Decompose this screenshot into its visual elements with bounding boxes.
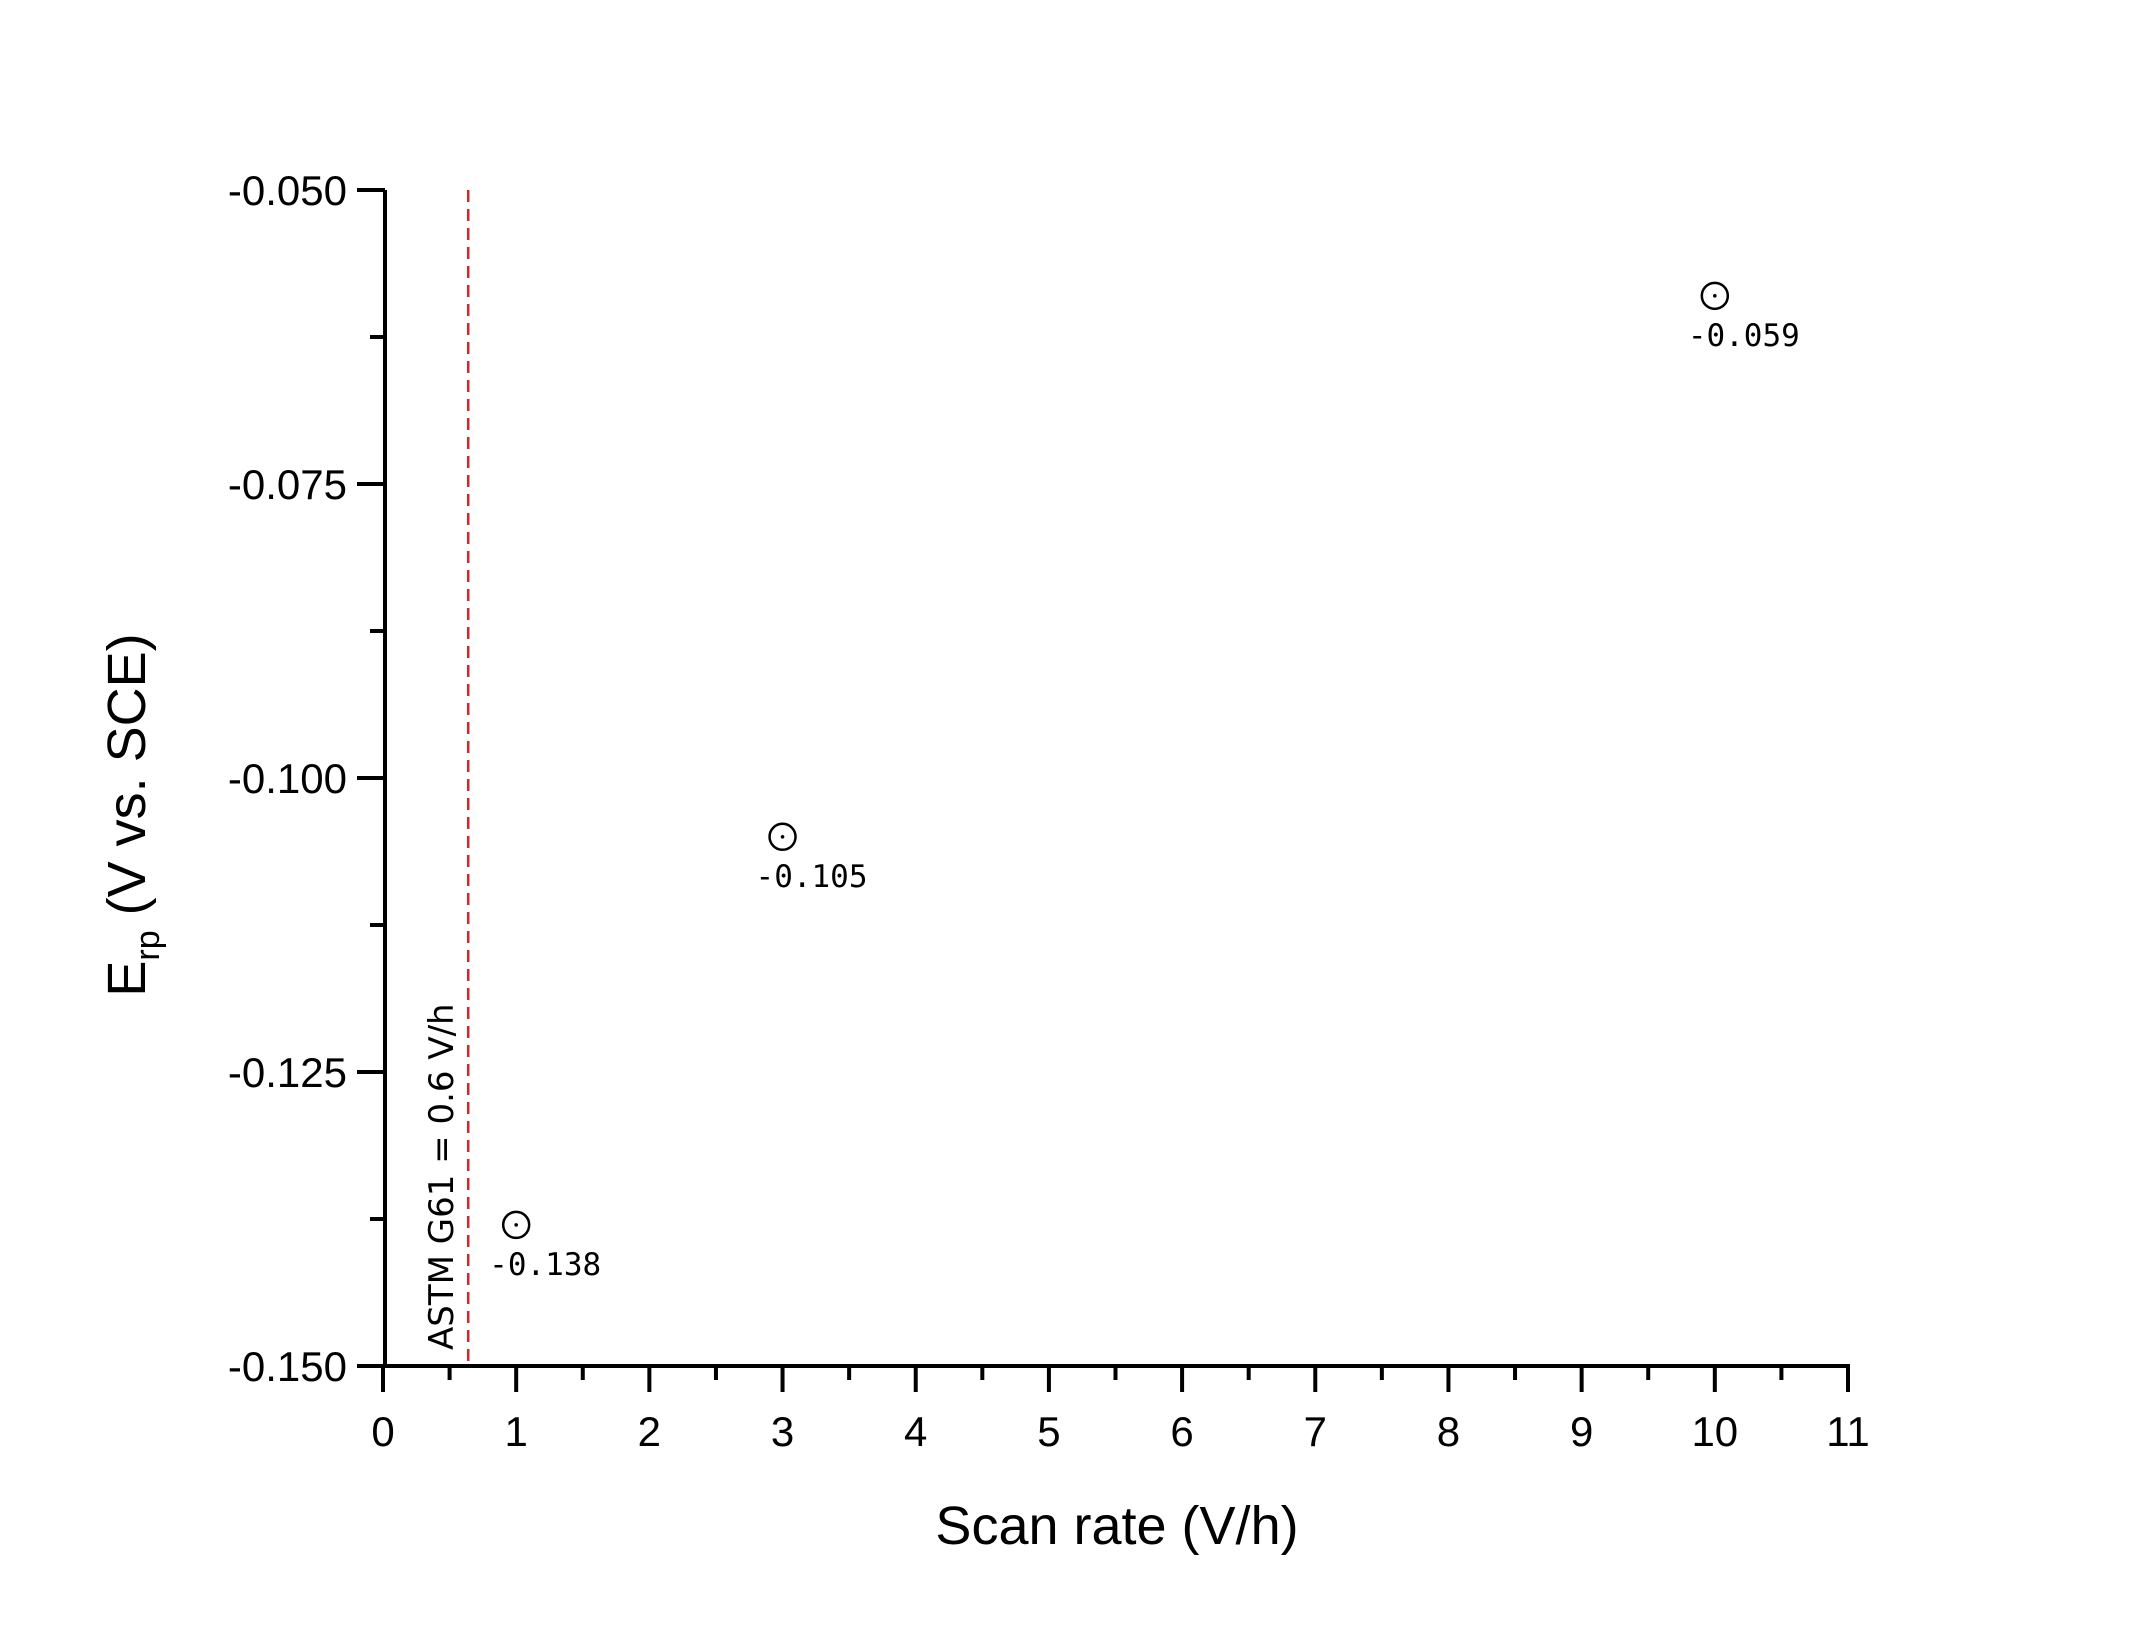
data-point-label: -0.059 <box>1688 318 1800 354</box>
marker-center-dot <box>514 1223 518 1227</box>
y-tick-label: -0.100 <box>228 755 347 802</box>
x-tick-label: 5 <box>1037 1408 1060 1455</box>
data-point: -0.138 <box>489 1210 601 1283</box>
y-axis-title-main: E <box>97 961 157 997</box>
circle-marker-icon <box>1700 281 1730 311</box>
x-tick-label: 8 <box>1437 1408 1460 1455</box>
x-tick-label: 3 <box>771 1408 794 1455</box>
y-axis-ticks: -0.050 -0.075 -0.100 -0.125 -0.150 <box>228 167 385 1390</box>
data-point-label: -0.138 <box>489 1247 601 1283</box>
y-tick-label: -0.050 <box>228 167 347 214</box>
y-tick-label: -0.125 <box>228 1049 347 1096</box>
x-tick-label: 9 <box>1570 1408 1593 1455</box>
data-point-label: -0.105 <box>756 859 868 895</box>
x-tick-label: 11 <box>1826 1408 1870 1455</box>
x-axis-title: Scan rate (V/h) <box>935 1496 1298 1556</box>
marker-center-dot <box>780 835 785 839</box>
y-axis-title-rest: (V vs. SCE) <box>97 633 157 930</box>
x-axis-ticks: 0 1 2 3 4 5 6 7 8 9 10 11 <box>371 1366 1870 1455</box>
y-tick-label: -0.150 <box>228 1343 347 1390</box>
marker-center-dot <box>1713 294 1717 298</box>
data-point: -0.105 <box>756 822 868 895</box>
x-tick-label: 2 <box>638 1408 661 1455</box>
y-axis-title: Erp (V vs. SCE) <box>97 633 167 996</box>
y-tick-label: -0.075 <box>228 461 347 508</box>
y-axis-title-subscript: rp <box>129 930 167 960</box>
circle-marker-icon <box>501 1210 531 1240</box>
circle-marker-icon <box>768 822 797 852</box>
data-point: -0.059 <box>1688 281 1800 354</box>
x-tick-label: 0 <box>371 1408 394 1455</box>
x-tick-label: 1 <box>505 1408 528 1455</box>
x-tick-label: 10 <box>1691 1408 1738 1455</box>
x-tick-label: 7 <box>1304 1408 1327 1455</box>
astm-reference-label: ASTM G61 = 0.6 V/h <box>422 1003 462 1350</box>
data-points: -0.138 -0.105 -0.059 <box>489 281 1800 1283</box>
x-tick-label: 4 <box>904 1408 927 1455</box>
x-tick-label: 6 <box>1170 1408 1193 1455</box>
